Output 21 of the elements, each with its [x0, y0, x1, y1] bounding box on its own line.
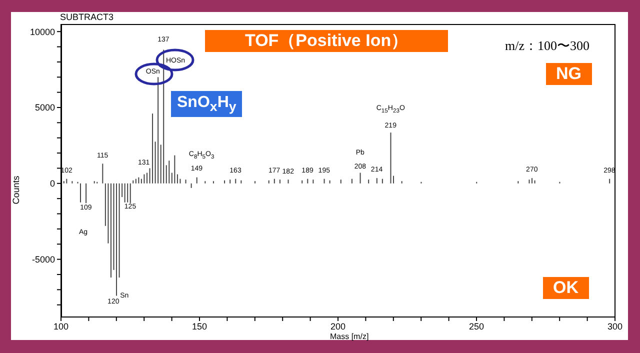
label-box: TOF（Positive Ion）	[205, 30, 448, 52]
x-axis-title: Mass [m/z]	[330, 332, 369, 341]
label-box: NG	[546, 63, 592, 86]
x-tick-label: 300	[607, 321, 623, 332]
y-tick-label: 0	[50, 178, 55, 189]
annotation: m/z：100〜300	[505, 38, 590, 53]
x-tick-label: 150	[192, 321, 208, 332]
x-tick-label: 250	[468, 321, 484, 332]
x-tick-label: 100	[53, 321, 69, 332]
y-axis-title: Counts	[11, 176, 21, 204]
label-box: SnO$_{x}$H$_{y}$	[171, 91, 242, 118]
x-tick-label: 200	[330, 321, 346, 332]
label-box: OK	[543, 277, 588, 300]
annotation: SnO$_{x}$H$_{y}$	[177, 94, 236, 114]
y-tick-label: 5000	[34, 102, 55, 113]
annotation: TOF（Positive Ion）	[245, 31, 408, 50]
annotation: OK	[553, 278, 578, 297]
text: SUBTRACT3	[60, 12, 114, 22]
y-tick-label: 10000	[30, 26, 55, 37]
annotation: NG	[556, 64, 582, 83]
y-tick-label: -5000	[32, 254, 55, 265]
